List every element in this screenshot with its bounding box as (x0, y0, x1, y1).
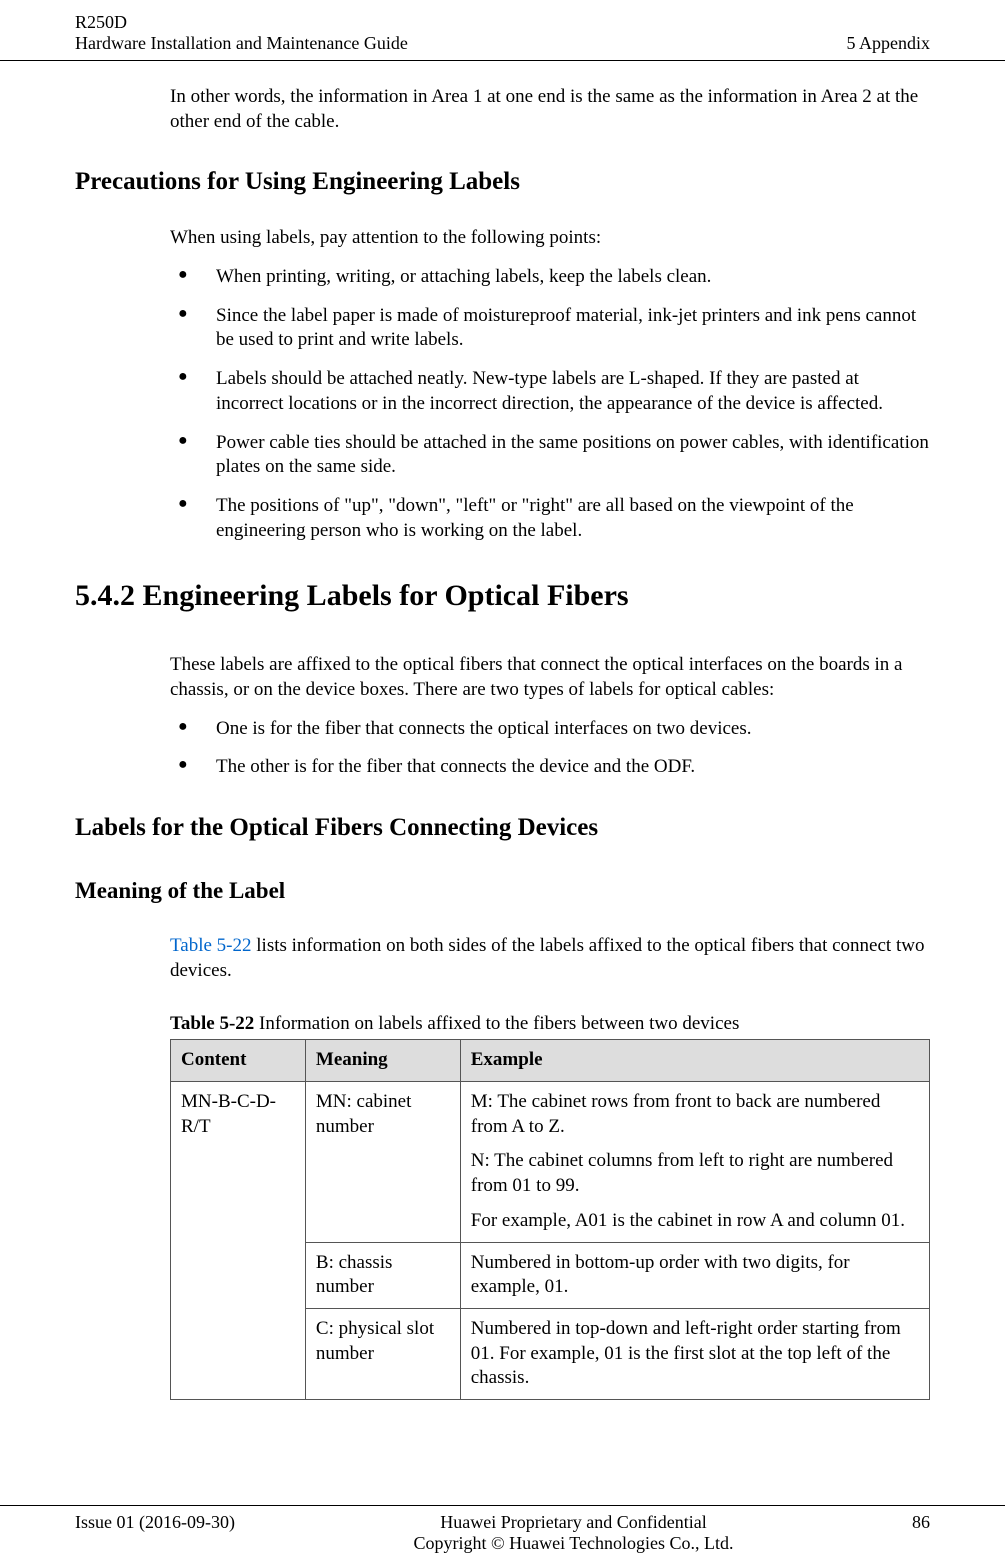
list-item: Labels should be attached neatly. New-ty… (170, 367, 930, 416)
header-section: 5 Appendix (847, 33, 931, 54)
table-caption-bold: Table 5-22 (170, 1013, 254, 1034)
table-header: Example (460, 1040, 929, 1082)
header-doc-title: Hardware Installation and Maintenance Gu… (75, 33, 408, 54)
542-lead: These labels are affixed to the optical … (170, 653, 930, 702)
heading-542: 5.4.2 Engineering Labels for Optical Fib… (75, 579, 930, 613)
list-item: Since the label paper is made of moistur… (170, 304, 930, 353)
heading-labels-devices: Labels for the Optical Fibers Connecting… (75, 814, 930, 842)
table-reference-link[interactable]: Table 5-22 (170, 935, 252, 956)
page-content: In other words, the information in Area … (0, 85, 1005, 1400)
list-item: One is for the fiber that connects the o… (170, 717, 930, 742)
542-list: One is for the fiber that connects the o… (170, 717, 930, 780)
header-product: R250D (75, 12, 408, 33)
table-header: Meaning (305, 1040, 460, 1082)
list-item: The positions of "up", "down", "left" or… (170, 494, 930, 543)
footer-copyright: Huawei Proprietary and Confidential Copy… (235, 1512, 912, 1554)
heading-meaning: Meaning of the Label (75, 878, 930, 904)
table-header-row: Content Meaning Example (171, 1040, 930, 1082)
list-item: The other is for the fiber that connects… (170, 755, 930, 780)
table-cell-content: MN-B-C-D-R/T (171, 1082, 306, 1400)
meaning-para: Table 5-22 lists information on both sid… (170, 934, 930, 983)
table-cell-meaning: C: physical slot number (305, 1308, 460, 1399)
footer-proprietary: Huawei Proprietary and Confidential (235, 1512, 912, 1533)
table-cell-example: Numbered in bottom-up order with two dig… (460, 1242, 929, 1308)
heading-precautions: Precautions for Using Engineering Labels (75, 168, 930, 196)
table-row: MN-B-C-D-R/T MN: cabinet number M: The c… (171, 1082, 930, 1242)
table-cell-meaning: MN: cabinet number (305, 1082, 460, 1242)
page: R250D Hardware Installation and Maintena… (0, 0, 1005, 1566)
info-table: Content Meaning Example MN-B-C-D-R/T MN:… (170, 1039, 930, 1400)
list-item: Power cable ties should be attached in t… (170, 431, 930, 480)
table-header: Content (171, 1040, 306, 1082)
precautions-list: When printing, writing, or attaching lab… (170, 265, 930, 543)
example-line: N: The cabinet columns from left to righ… (471, 1149, 919, 1198)
meaning-para-text: lists information on both sides of the l… (170, 935, 924, 981)
header-right: 5 Appendix (847, 12, 931, 54)
page-header: R250D Hardware Installation and Maintena… (0, 0, 1005, 61)
footer-issue: Issue 01 (2016-09-30) (75, 1512, 235, 1554)
example-line: M: The cabinet rows from front to back a… (471, 1090, 919, 1139)
table-cell-example: Numbered in top-down and left-right orde… (460, 1308, 929, 1399)
footer-copyright-line: Copyright © Huawei Technologies Co., Ltd… (235, 1533, 912, 1554)
table-caption: Table 5-22 Information on labels affixed… (170, 1013, 930, 1035)
table-cell-example: M: The cabinet rows from front to back a… (460, 1082, 929, 1242)
precautions-lead: When using labels, pay attention to the … (170, 226, 930, 251)
page-footer: Issue 01 (2016-09-30) Huawei Proprietary… (0, 1505, 1005, 1554)
intro-paragraph: In other words, the information in Area … (170, 85, 930, 134)
example-line: For example, A01 is the cabinet in row A… (471, 1209, 919, 1234)
example-line: Numbered in top-down and left-right orde… (471, 1317, 919, 1391)
table-cell-meaning: B: chassis number (305, 1242, 460, 1308)
list-item: When printing, writing, or attaching lab… (170, 265, 930, 290)
footer-page-number: 86 (912, 1512, 930, 1554)
table-caption-text: Information on labels affixed to the fib… (254, 1013, 739, 1034)
header-left: R250D Hardware Installation and Maintena… (75, 12, 408, 54)
example-line: Numbered in bottom-up order with two dig… (471, 1251, 919, 1300)
